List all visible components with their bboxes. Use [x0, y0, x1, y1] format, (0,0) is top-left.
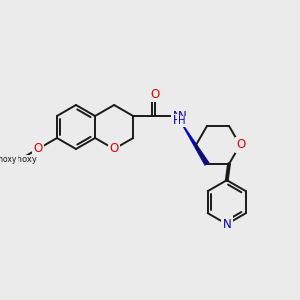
- Text: O: O: [151, 88, 160, 100]
- Text: O: O: [236, 139, 246, 152]
- Polygon shape: [177, 116, 209, 165]
- Text: O: O: [110, 142, 119, 155]
- Text: H: H: [178, 116, 185, 127]
- Text: H: H: [173, 115, 182, 128]
- Text: N: N: [178, 110, 186, 122]
- Text: methoxy: methoxy: [0, 155, 37, 164]
- Text: methoxy: methoxy: [0, 154, 17, 164]
- Text: O: O: [33, 142, 43, 155]
- Text: N: N: [173, 110, 182, 122]
- Text: N: N: [222, 218, 231, 231]
